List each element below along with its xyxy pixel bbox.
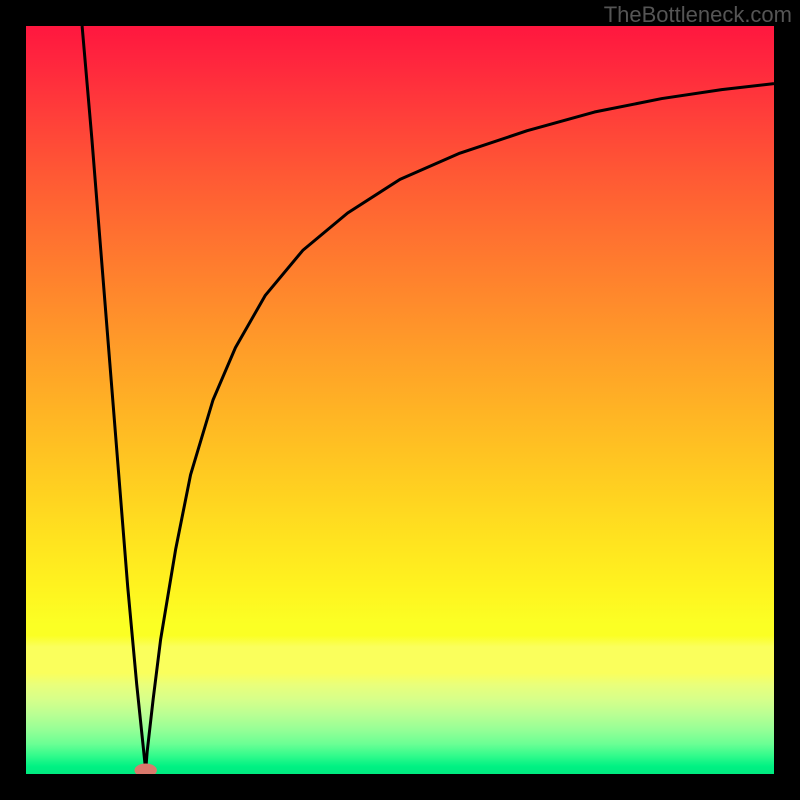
plot-background xyxy=(26,26,774,774)
bottleneck-chart xyxy=(0,0,800,800)
chart-container: { "watermark": { "text": "TheBottleneck.… xyxy=(0,0,800,800)
watermark-text: TheBottleneck.com xyxy=(604,2,792,28)
